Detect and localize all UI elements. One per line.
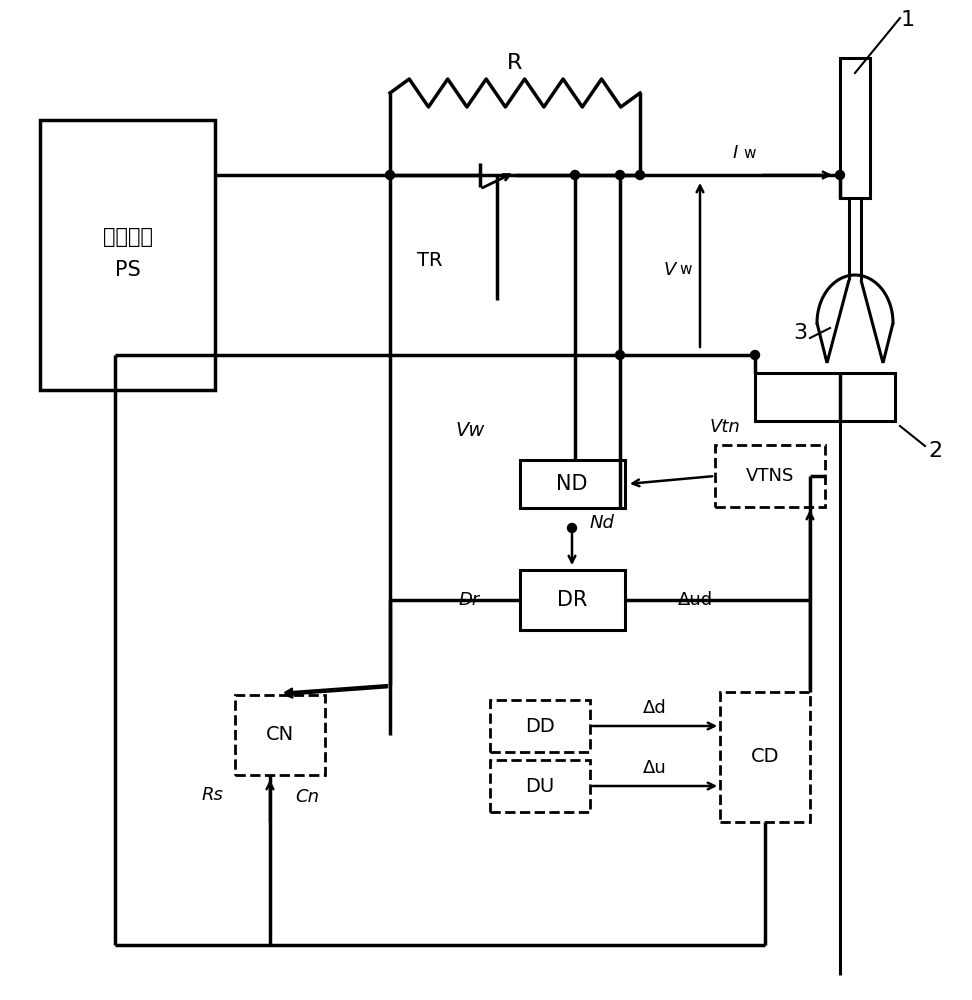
Text: Nd: Nd bbox=[590, 514, 615, 532]
Text: w: w bbox=[744, 145, 756, 160]
Text: VTNS: VTNS bbox=[746, 467, 794, 485]
Bar bbox=[235, 695, 325, 775]
Bar bbox=[840, 58, 870, 198]
Text: Rs: Rs bbox=[201, 786, 223, 804]
Bar bbox=[520, 570, 625, 630]
Bar bbox=[40, 120, 215, 390]
Bar bbox=[715, 445, 825, 507]
Text: 1: 1 bbox=[901, 10, 915, 30]
Text: Vw: Vw bbox=[455, 420, 485, 440]
Circle shape bbox=[571, 170, 579, 180]
Text: PS: PS bbox=[115, 260, 140, 280]
Bar bbox=[490, 760, 590, 812]
Circle shape bbox=[636, 170, 644, 180]
Text: CN: CN bbox=[266, 726, 295, 744]
Bar bbox=[490, 700, 590, 752]
Text: TR: TR bbox=[417, 250, 443, 269]
Bar bbox=[720, 692, 810, 822]
Text: Cn: Cn bbox=[295, 788, 319, 806]
Text: Δd: Δd bbox=[643, 699, 667, 717]
Bar bbox=[755, 373, 895, 421]
Text: R: R bbox=[507, 53, 523, 73]
Bar bbox=[520, 460, 625, 508]
Text: DU: DU bbox=[526, 776, 555, 796]
Text: DD: DD bbox=[525, 716, 555, 736]
Text: DR: DR bbox=[557, 590, 587, 610]
Text: 2: 2 bbox=[928, 441, 942, 461]
Text: Dr: Dr bbox=[459, 591, 480, 609]
Text: CD: CD bbox=[750, 748, 780, 766]
Text: V: V bbox=[664, 261, 677, 279]
Circle shape bbox=[615, 351, 624, 360]
Circle shape bbox=[750, 351, 759, 360]
Text: 3: 3 bbox=[793, 323, 807, 343]
Text: I: I bbox=[732, 144, 738, 162]
Circle shape bbox=[568, 524, 576, 532]
Text: Vtn: Vtn bbox=[710, 418, 741, 436]
Text: ND: ND bbox=[556, 474, 588, 494]
Circle shape bbox=[615, 170, 624, 180]
Text: 焊接电源: 焊接电源 bbox=[102, 227, 153, 247]
Text: Δud: Δud bbox=[677, 591, 712, 609]
Circle shape bbox=[836, 170, 845, 180]
Text: Δu: Δu bbox=[643, 759, 667, 777]
Text: w: w bbox=[679, 262, 692, 277]
Circle shape bbox=[386, 170, 395, 180]
